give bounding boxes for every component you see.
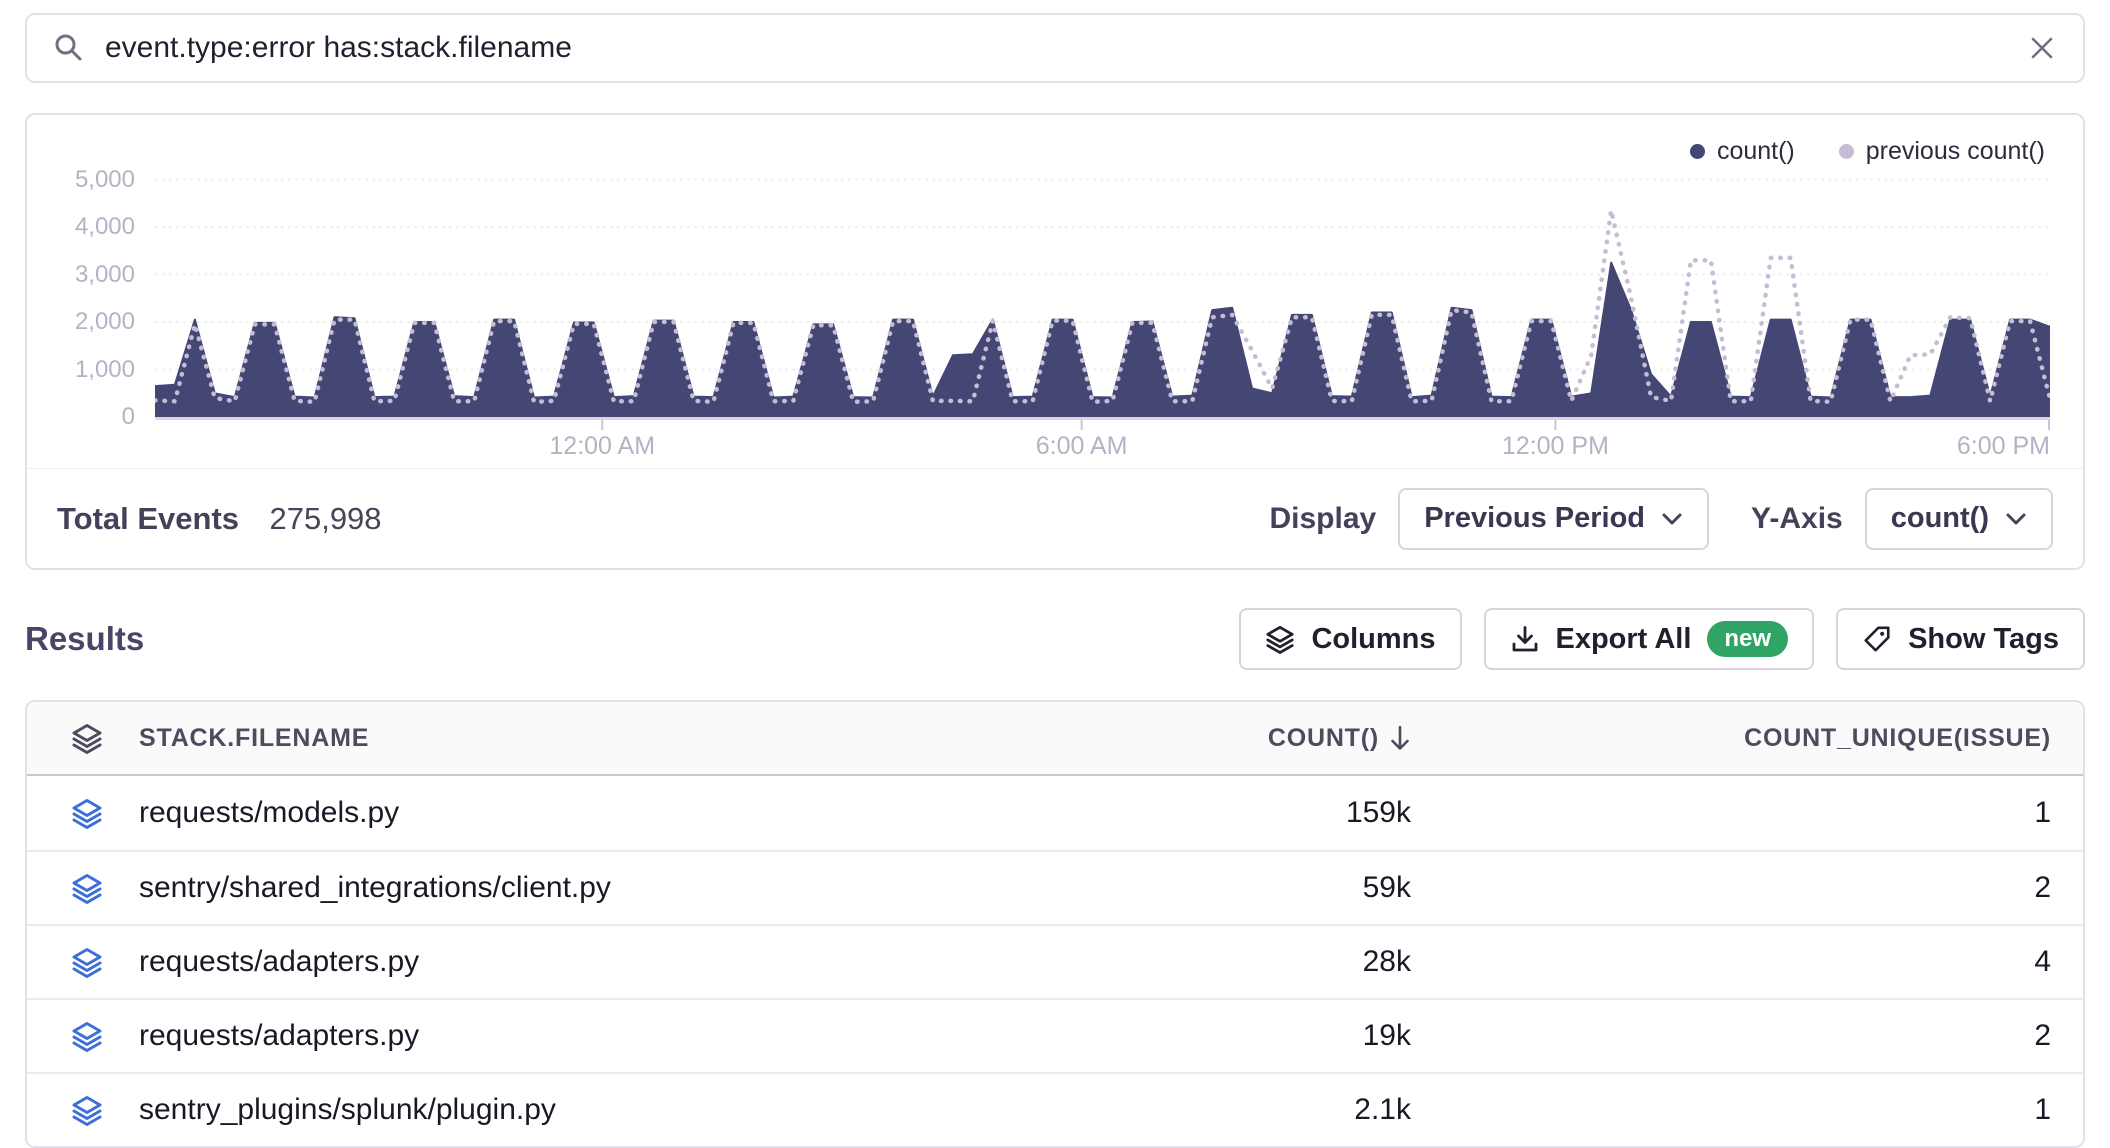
x-axis-tick-label: 12:00 PM [1501,432,1609,460]
close-icon [2027,33,2057,63]
display-label: Display [1269,501,1377,535]
search-bar[interactable] [25,13,2085,83]
legend-item-count[interactable]: count() [1689,137,1795,166]
clear-search-button[interactable] [2027,33,2057,63]
stack-icon [71,797,103,829]
chevron-down-icon [1661,512,1683,526]
count-cell: 2.1k [1354,1093,1411,1126]
y-axis-tick-label: 1,000 [74,355,135,383]
stack-icon [71,946,103,978]
export-all-button-label: Export All [1555,622,1692,655]
y-axis-label: Y-Axis [1751,501,1843,535]
new-badge: new [1707,620,1789,658]
stack-icon [71,722,103,754]
results-heading: Results [25,620,145,657]
chart-footer: Total Events 275,998 Display Previous Pe… [27,468,2083,568]
count-unique-cell: 1 [2034,796,2051,829]
table-row[interactable]: sentry/shared_integrations/client.py 59k… [27,850,2083,924]
legend-dot [1838,144,1854,159]
chart-legend: count() previous count() [1689,137,2045,166]
legend-dot [1689,144,1705,159]
stack-filename-cell[interactable]: requests/adapters.py [139,1019,420,1052]
table-row[interactable]: requests/models.py 159k 1 [27,776,2083,850]
count-cell: 59k [1362,871,1411,904]
column-header-count[interactable]: COUNT() [1091,724,1411,753]
show-tags-button[interactable]: Show Tags [1836,608,2085,670]
column-header-count-unique-issue[interactable]: COUNT_UNIQUE(ISSUE) [1744,723,2051,752]
count-unique-cell: 1 [2034,1093,2051,1126]
chevron-down-icon [2005,512,2027,526]
count-unique-cell: 4 [2034,945,2051,978]
download-icon [1510,624,1540,654]
show-tags-button-label: Show Tags [1908,622,2059,655]
legend-item-previous-count[interactable]: previous count() [1838,137,2045,166]
search-input[interactable] [105,31,2007,65]
results-header: Results Columns Export All new Show Tags [25,606,2085,672]
sort-descending-icon [1389,725,1411,751]
stack-filename-cell[interactable]: sentry_plugins/splunk/plugin.py [139,1093,556,1126]
total-events: Total Events 275,998 [57,501,382,537]
display-period-value: Previous Period [1424,502,1646,534]
events-area-chart[interactable] [155,142,2050,432]
search-icon [53,32,85,64]
chart-panel: count() previous count() 0 1,000 2,000 3,000… [25,113,2085,570]
columns-stack-icon [1265,624,1295,654]
table-header-row: STACK.FILENAME COUNT() COUNT_UNIQUE(ISSU… [27,702,2083,776]
y-axis-tick-label: 4,000 [74,213,135,240]
total-events-label: Total Events [57,500,240,536]
total-events-value: 275,998 [269,500,382,536]
y-axis-tick-label: 0 [121,403,135,430]
columns-button[interactable]: Columns [1239,608,1462,670]
y-axis-tick-label: 2,000 [74,308,135,335]
tag-icon [1862,624,1892,654]
table-body: requests/models.py 159k 1 sentry/shared_… [27,776,2083,1146]
stack-filename-cell[interactable]: sentry/shared_integrations/client.py [139,871,611,904]
table-row[interactable]: sentry_plugins/splunk/plugin.py 2.1k 1 [27,1072,2083,1146]
count-unique-cell: 2 [2034,1019,2051,1052]
count-cell: 28k [1362,945,1411,978]
stack-filename-cell[interactable]: requests/models.py [139,796,400,829]
legend-label: previous count() [1865,137,2045,165]
discover-page: count() previous count() 0 1,000 2,000 3,000… [0,13,2110,1148]
x-axis-tick-label: 12:00 AM [549,432,656,460]
export-all-button[interactable]: Export All new [1483,608,1815,670]
table-row[interactable]: requests/adapters.py 19k 2 [27,998,2083,1072]
y-axis-value: count() [1890,502,1989,534]
count-unique-cell: 2 [2034,871,2051,904]
x-axis-tick-label: 6:00 PM [1956,432,2050,460]
stack-filename-cell[interactable]: requests/adapters.py [139,945,420,978]
count-cell: 159k [1345,796,1411,829]
legend-label: count() [1716,137,1795,165]
stack-icon [71,1020,103,1052]
count-cell: 19k [1362,1019,1411,1052]
y-axis-tick-label: 3,000 [74,260,135,288]
y-axis-tick-label: 5,000 [74,165,135,193]
y-axis-select[interactable]: count() [1864,487,2053,550]
x-axis-tick-label: 6:00 AM [1035,432,1128,460]
stack-icon [71,1094,103,1126]
table-row[interactable]: requests/adapters.py 28k 4 [27,924,2083,998]
results-table: STACK.FILENAME COUNT() COUNT_UNIQUE(ISSU… [25,700,2085,1148]
display-period-select[interactable]: Previous Period [1398,487,1710,550]
columns-button-label: Columns [1311,622,1436,655]
stack-icon [71,872,103,904]
column-header-stack-filename[interactable]: STACK.FILENAME [139,723,370,752]
